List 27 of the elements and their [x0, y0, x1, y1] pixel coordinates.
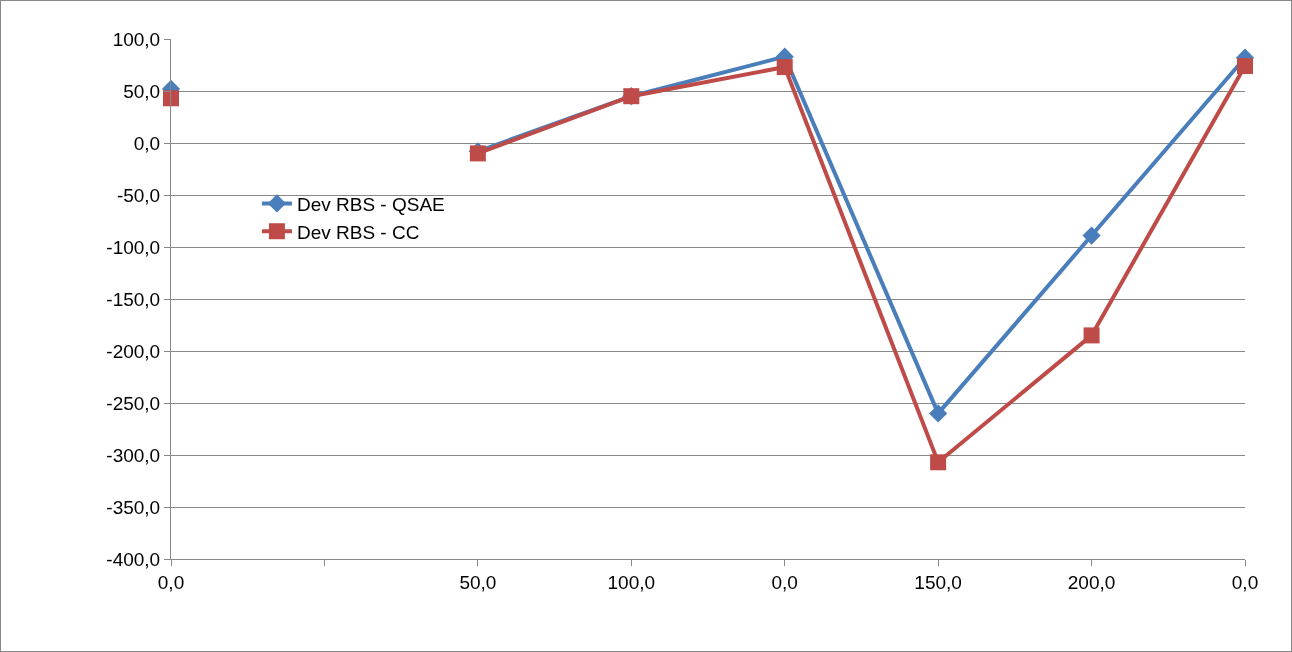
- point: [776, 59, 793, 76]
- x-tick-label: 0,0: [1231, 571, 1259, 593]
- y-tick-label: -200,0: [106, 340, 161, 362]
- x-tick-label: 0,0: [771, 571, 798, 593]
- point: [163, 90, 179, 107]
- point: [1083, 327, 1100, 344]
- point: [930, 454, 947, 471]
- y-tick-label: 0,0: [133, 132, 161, 154]
- point: [1237, 58, 1253, 75]
- y-tick-label: 50,0: [123, 80, 161, 102]
- x-tick-label: 0,0: [157, 571, 185, 593]
- y-tick-label: -100,0: [106, 236, 161, 258]
- point: [1082, 226, 1101, 245]
- y-tick-label: -50,0: [116, 184, 161, 206]
- point: [929, 404, 948, 423]
- x-tick-label: 100,0: [607, 571, 656, 593]
- y-tick-label: -400,0: [106, 548, 161, 570]
- legend-label: Dev RBS - CC: [296, 221, 420, 243]
- y-tick-label: -350,0: [106, 496, 161, 518]
- y-tick-label: -300,0: [106, 444, 161, 466]
- x-tick-label: 50,0: [459, 571, 497, 593]
- legend-label: Dev RBS - QSAE: [296, 193, 445, 215]
- y-tick-label: 100,0: [112, 28, 161, 50]
- y-tick-label: -150,0: [106, 288, 161, 310]
- x-tick-label: 200,0: [1067, 571, 1116, 593]
- x-tick-label: 150,0: [914, 571, 962, 593]
- y-tick-label: -250,0: [106, 392, 161, 414]
